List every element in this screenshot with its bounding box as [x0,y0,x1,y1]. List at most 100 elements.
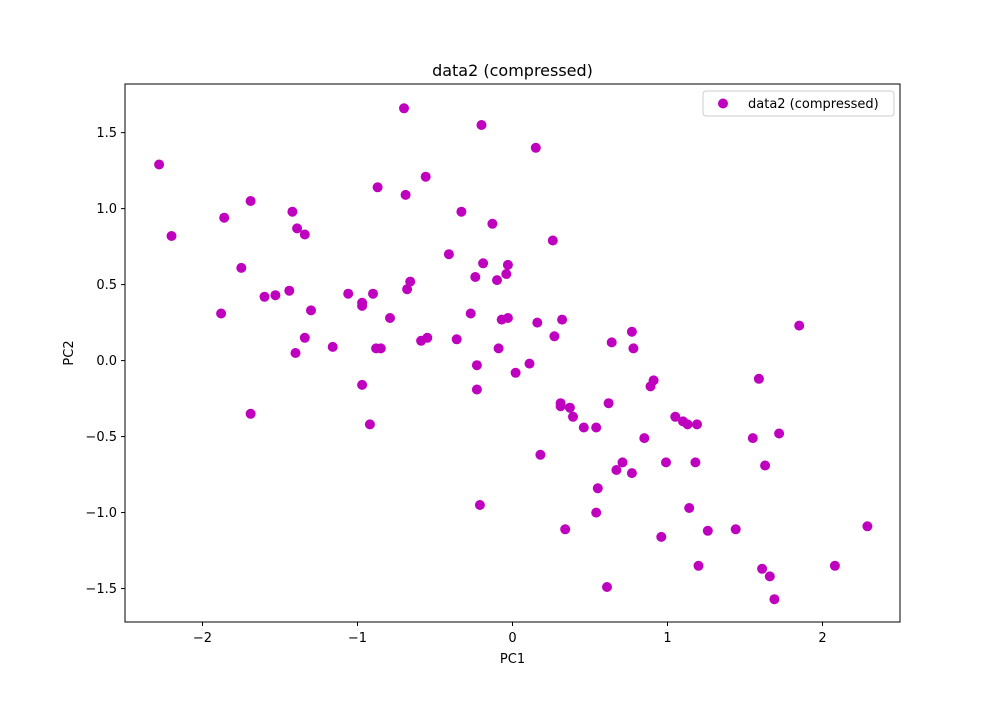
data-point [493,343,504,354]
data-point [154,159,165,170]
data-point [422,332,433,343]
data-point [524,358,535,369]
data-point [535,449,546,460]
data-point [245,196,256,206]
data-point [617,457,628,468]
legend: data2 (compressed) [702,90,895,117]
data-point [568,411,578,422]
data-point [343,288,354,299]
data-point [684,503,695,513]
data-point [578,422,589,433]
data-point [299,229,310,240]
data-point [547,235,558,246]
data-point [372,182,383,193]
data-point [555,401,566,412]
data-point [327,341,338,352]
data-point [245,408,256,419]
data-point [471,384,482,395]
data-point [402,284,413,295]
x-tick-label: −1 [348,631,367,646]
data-point [456,206,467,217]
chart-title: data2 (compressed) [432,61,593,80]
x-tick-label: 0 [508,631,516,646]
data-point [606,337,617,348]
data-point [501,269,512,279]
y-tick-label: 0.0 [96,354,117,369]
data-point [560,524,571,535]
data-point [299,332,310,343]
data-point [420,171,431,182]
data-point [656,531,667,542]
data-point [292,223,303,234]
data-point [747,433,758,444]
data-point [829,560,840,571]
data-point [270,290,281,301]
data-point [757,563,768,574]
points-layer [154,103,873,605]
data-point [862,521,873,532]
data-point [769,594,780,605]
data-point [557,314,568,325]
data-point [753,373,764,384]
y-axis-label: PC2 [62,340,77,365]
legend-box [702,90,895,117]
y-tick-label: 0.5 [96,278,117,293]
data-point [465,308,476,319]
data-point [592,483,603,494]
data-point [628,343,639,354]
x-tick-label: 2 [818,631,826,646]
data-point [661,457,671,468]
data-point [549,331,560,342]
data-point [375,343,386,354]
data-point [405,276,416,287]
data-point [219,212,230,223]
data-point [692,419,702,430]
data-point [216,308,227,319]
y-tick-label: −1.0 [85,506,117,521]
data-point [474,500,485,510]
data-point [364,419,375,430]
data-point [611,465,622,475]
data-point [290,348,301,358]
data-point [236,262,247,273]
data-point [259,291,270,302]
data-point [357,300,368,311]
data-point [639,433,650,444]
data-point [487,218,498,229]
data-point [502,313,513,323]
data-point [471,360,482,371]
data-point [591,422,602,433]
data-point [794,320,805,331]
data-point [760,460,771,471]
data-point [166,231,177,241]
y-tick-label: 1.0 [96,202,117,217]
data-point [693,560,704,571]
data-point [626,326,637,337]
data-point [357,379,368,390]
data-point [399,103,409,114]
data-point [470,272,481,282]
legend-label: data2 (compressed) [748,97,879,112]
data-point [478,258,489,269]
data-point [443,249,454,260]
data-point [532,317,543,328]
data-point [682,419,693,430]
data-point [306,305,316,316]
data-point [564,402,575,413]
data-point [385,313,395,323]
x-axis-label: PC1 [500,652,525,667]
x-axis: −2 −1 0 1 2 [193,622,827,646]
x-tick-label: −2 [193,631,212,646]
data-point [648,375,659,386]
y-tick-label: −0.5 [85,430,117,445]
data-point [502,259,513,270]
data-point [287,206,298,217]
data-point [400,189,411,200]
data-point [626,468,637,479]
data-point [510,367,521,378]
x-tick-label: 1 [663,631,671,646]
data-point [670,411,681,422]
data-point [690,457,701,468]
y-axis: −1.5 −1.0 −0.5 0.0 0.5 1.0 1.5 [85,126,125,597]
